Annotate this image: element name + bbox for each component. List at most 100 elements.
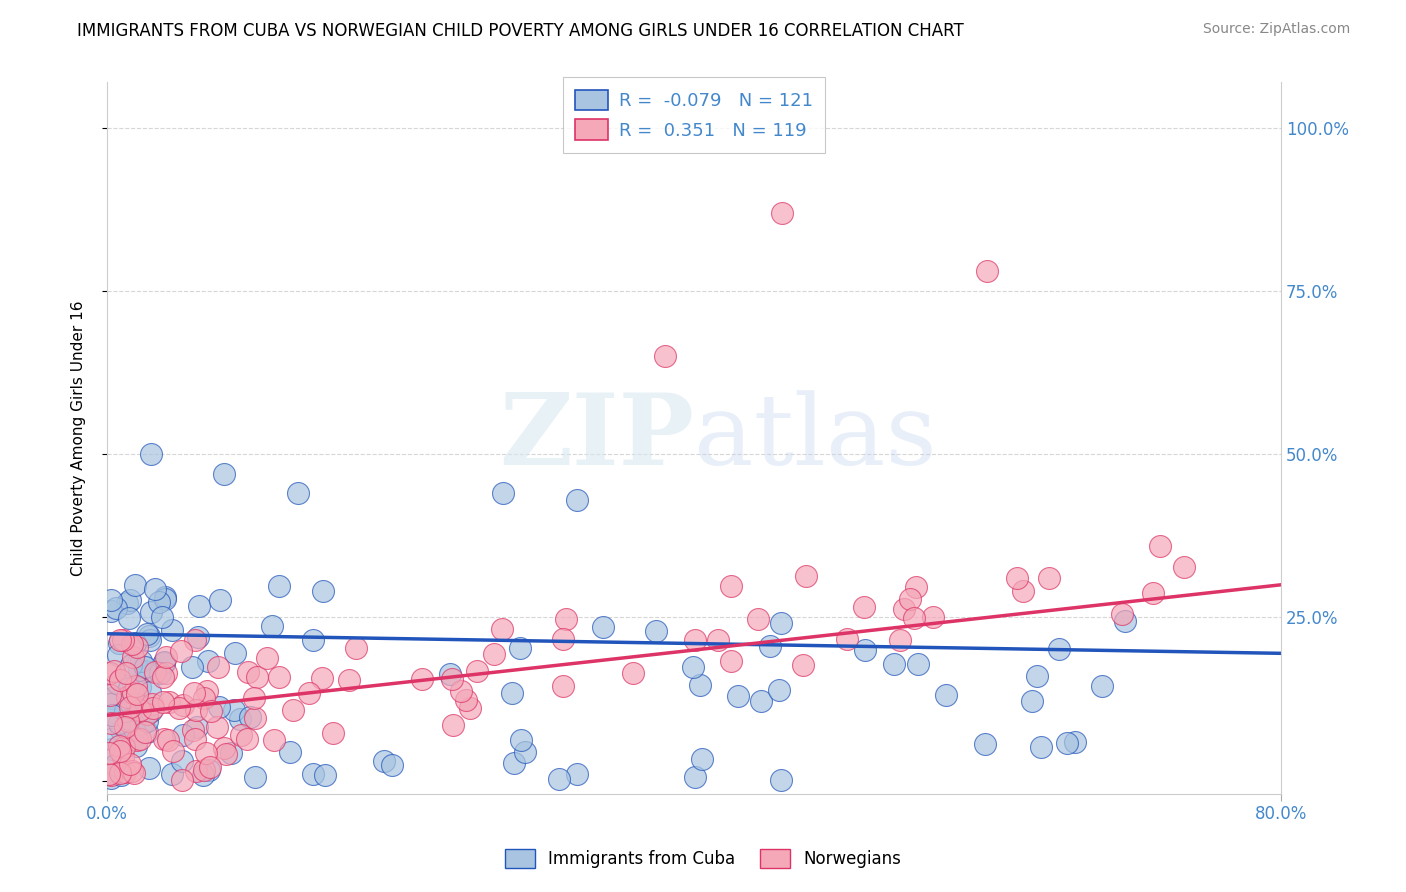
Point	[134, 724, 156, 739]
Point	[454, 693, 477, 707]
Point	[298, 686, 321, 700]
Point	[110, 768, 132, 782]
Point	[792, 658, 814, 673]
Point	[689, 678, 711, 692]
Point	[853, 642, 876, 657]
Point	[889, 632, 911, 647]
Point	[108, 744, 131, 758]
Point	[100, 768, 122, 782]
Point	[314, 767, 336, 781]
Point	[510, 733, 533, 747]
Point	[205, 720, 228, 734]
Point	[114, 764, 136, 779]
Point	[129, 680, 152, 694]
Point	[152, 731, 174, 746]
Point	[127, 640, 149, 655]
Point	[769, 616, 792, 631]
Point	[134, 664, 156, 678]
Point	[155, 650, 177, 665]
Point	[157, 695, 180, 709]
Point	[139, 632, 162, 647]
Point	[120, 658, 142, 673]
Point	[170, 644, 193, 658]
Point	[97, 746, 120, 760]
Point	[136, 706, 159, 721]
Point	[160, 623, 183, 637]
Point	[509, 640, 531, 655]
Y-axis label: Child Poverty Among Girls Under 16: Child Poverty Among Girls Under 16	[72, 301, 86, 575]
Point	[100, 771, 122, 785]
Point	[198, 763, 221, 777]
Point	[191, 768, 214, 782]
Point	[1025, 668, 1047, 682]
Point	[683, 633, 706, 648]
Point	[1114, 614, 1136, 628]
Point	[107, 715, 129, 730]
Point	[245, 770, 267, 784]
Point	[794, 568, 817, 582]
Point	[373, 754, 395, 768]
Point	[104, 758, 127, 772]
Point	[139, 447, 162, 461]
Point	[107, 648, 129, 662]
Text: ZIP: ZIP	[499, 390, 695, 486]
Point	[287, 486, 309, 500]
Point	[141, 605, 163, 619]
Point	[169, 701, 191, 715]
Point	[153, 655, 176, 669]
Point	[148, 595, 170, 609]
Point	[214, 467, 236, 481]
Point	[184, 632, 207, 647]
Point	[156, 733, 179, 747]
Text: Source: ZipAtlas.com: Source: ZipAtlas.com	[1202, 22, 1350, 37]
Point	[301, 767, 323, 781]
Point	[188, 599, 211, 614]
Point	[515, 745, 537, 759]
Point	[114, 720, 136, 734]
Point	[1091, 679, 1114, 693]
Point	[129, 654, 152, 668]
Point	[155, 665, 177, 680]
Point	[883, 657, 905, 671]
Point	[101, 742, 124, 756]
Point	[121, 690, 143, 704]
Point	[108, 673, 131, 688]
Point	[100, 732, 122, 747]
Point	[1111, 607, 1133, 621]
Point	[200, 705, 222, 719]
Point	[101, 690, 124, 705]
Point	[243, 691, 266, 706]
Point	[120, 717, 142, 731]
Point	[893, 601, 915, 615]
Point	[197, 654, 219, 668]
Point	[110, 765, 132, 780]
Point	[108, 739, 131, 753]
Point	[184, 703, 207, 717]
Point	[214, 747, 236, 762]
Point	[501, 686, 523, 700]
Point	[441, 672, 464, 686]
Point	[184, 764, 207, 778]
Point	[727, 689, 749, 703]
Point	[134, 660, 156, 674]
Point	[193, 690, 215, 705]
Point	[749, 694, 772, 708]
Point	[547, 772, 569, 787]
Point	[1064, 734, 1087, 748]
Point	[112, 632, 135, 647]
Point	[112, 739, 135, 754]
Point	[747, 612, 769, 626]
Point	[122, 722, 145, 736]
Point	[278, 745, 301, 759]
Point	[153, 656, 176, 670]
Point	[136, 714, 159, 728]
Text: IMMIGRANTS FROM CUBA VS NORWEGIAN CHILD POVERTY AMONG GIRLS UNDER 16 CORRELATION: IMMIGRANTS FROM CUBA VS NORWEGIAN CHILD …	[77, 22, 965, 40]
Point	[1012, 584, 1035, 599]
Point	[720, 654, 742, 668]
Point	[129, 703, 152, 717]
Point	[208, 699, 231, 714]
Point	[898, 592, 921, 607]
Point	[551, 679, 574, 693]
Point	[118, 700, 141, 714]
Point	[121, 637, 143, 651]
